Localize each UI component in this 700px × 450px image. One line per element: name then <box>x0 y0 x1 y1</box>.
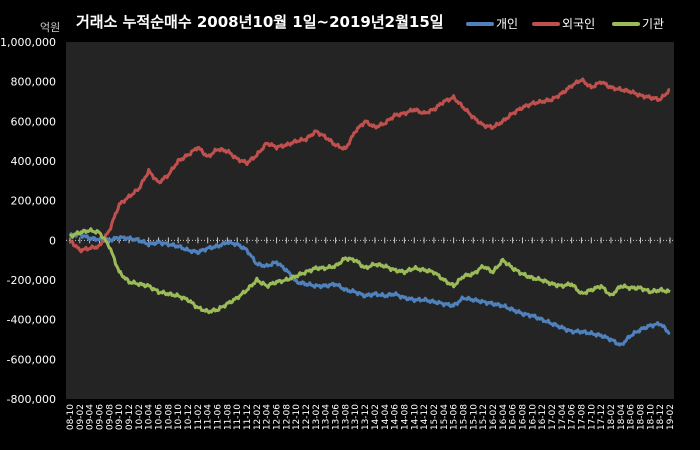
x-tick-label: 18-12 <box>656 404 666 430</box>
x-tick-label: 12-08 <box>282 404 292 430</box>
x-tick-label: 11-02 <box>194 404 204 430</box>
x-tick-label: 18-10 <box>646 404 656 430</box>
x-tick-label: 13-06 <box>332 404 342 430</box>
x-tick-label: 13-02 <box>312 404 322 430</box>
x-tick-label: 17-08 <box>577 404 587 430</box>
series-individual-line <box>68 232 671 347</box>
x-tick-label: 14-06 <box>391 404 401 430</box>
x-tick-label: 17-02 <box>548 404 558 430</box>
legend-label-individual: 개인 <box>496 17 518 31</box>
x-tick-label: 16-12 <box>538 404 548 430</box>
y-tick-label: 200,000 <box>11 195 57 208</box>
x-tick-label: 17-04 <box>558 404 568 430</box>
x-tick-label: 18-02 <box>607 404 617 430</box>
x-tick-label: 12-02 <box>253 404 263 430</box>
x-tick-label: 11-06 <box>214 404 224 430</box>
x-tick-label: 10-06 <box>155 404 165 430</box>
plot-area <box>66 42 674 399</box>
x-tick-label: 13-08 <box>341 404 351 430</box>
x-tick-label: 12-06 <box>273 404 283 430</box>
y-tick-label: 600,000 <box>11 115 57 128</box>
x-tick-label: 15-06 <box>450 404 460 430</box>
y-axis: 1,000,000 800,000 600,000 400,000 200,000 0 -2… <box>0 36 56 406</box>
x-tick-label: 09-10 <box>115 404 125 430</box>
chart-title: 거래소 누적순매수 2008년10월 1일~2019년2월15일 <box>76 13 444 31</box>
x-tick-label: 14-08 <box>400 404 410 430</box>
legend: 개인 외국인 기관 <box>466 17 664 31</box>
y-tick-label: 800,000 <box>11 76 57 89</box>
x-tick-label: 12-10 <box>292 404 302 430</box>
x-tick-label: 15-02 <box>430 404 440 430</box>
x-tick-label: 09-06 <box>96 404 106 430</box>
x-tick-label: 16-08 <box>518 404 528 430</box>
x-tick-label: 12-12 <box>302 404 312 430</box>
x-tick-label: 18-06 <box>627 404 637 430</box>
x-tick-label: 09-04 <box>86 404 96 430</box>
x-tick-label: 15-12 <box>479 404 489 430</box>
x-tick-label: 11-12 <box>243 404 253 430</box>
x-tick-label: 10-08 <box>164 404 174 430</box>
series-layer <box>68 77 671 347</box>
y-tick-label: -600,000 <box>7 353 56 366</box>
x-tick-label: 13-10 <box>351 404 361 430</box>
y-tick-label: -400,000 <box>7 314 56 327</box>
x-tick-label: 10-04 <box>145 404 155 430</box>
x-tick-label: 15-10 <box>469 404 479 430</box>
x-tick-label: 14-12 <box>420 404 430 430</box>
x-tick-label: 19-02 <box>666 404 676 430</box>
x-tick-label: 13-04 <box>322 404 332 430</box>
x-tick-label: 14-04 <box>381 404 391 430</box>
x-tick-label: 16-04 <box>499 404 509 430</box>
y-tick-label: 1,000,000 <box>0 36 56 49</box>
x-tick-label: 09-02 <box>76 404 86 430</box>
x-tick-label: 11-04 <box>204 404 214 430</box>
x-tick-label: 16-10 <box>528 404 538 430</box>
x-tick-label: 15-08 <box>459 404 469 430</box>
x-tick-label: 16-06 <box>509 404 519 430</box>
x-tick-label: 17-12 <box>597 404 607 430</box>
x-tick-label: 09-12 <box>125 404 135 430</box>
x-tick-label: 14-02 <box>371 404 381 430</box>
unit-label: 억원 <box>40 21 60 34</box>
x-tick-label: 09-08 <box>105 404 115 430</box>
x-axis: 08-10 09-02 09-04 09-06 09-08 09-10 09-12 10-02… <box>66 404 676 430</box>
y-tick-label: 400,000 <box>11 155 57 168</box>
x-tick-label: 11-08 <box>223 404 233 430</box>
x-tick-label: 10-02 <box>135 404 145 430</box>
x-tick-label: 15-04 <box>440 404 450 430</box>
x-tick-label: 08-10 <box>66 404 76 430</box>
x-tick-label: 11-10 <box>233 404 243 430</box>
series-institution-line <box>68 227 671 315</box>
x-tick-label: 17-06 <box>568 404 578 430</box>
series-foreign-line <box>68 77 671 254</box>
y-tick-label: 0 <box>49 234 56 247</box>
x-tick-label: 17-10 <box>587 404 597 430</box>
x-tick-label: 12-04 <box>263 404 273 430</box>
legend-label-institution: 기관 <box>642 17 664 31</box>
x-tick-label: 18-04 <box>617 404 627 430</box>
y-tick-label: -200,000 <box>7 274 56 287</box>
x-tick-label: 10-10 <box>174 404 184 430</box>
x-tick-label: 16-02 <box>489 404 499 430</box>
x-tick-label: 13-12 <box>361 404 371 430</box>
x-tick-label: 18-08 <box>636 404 646 430</box>
x-tick-label: 10-12 <box>184 404 194 430</box>
legend-label-foreign: 외국인 <box>562 17 595 31</box>
x-tick-label: 14-10 <box>410 404 420 430</box>
y-tick-label: -800,000 <box>7 393 56 406</box>
